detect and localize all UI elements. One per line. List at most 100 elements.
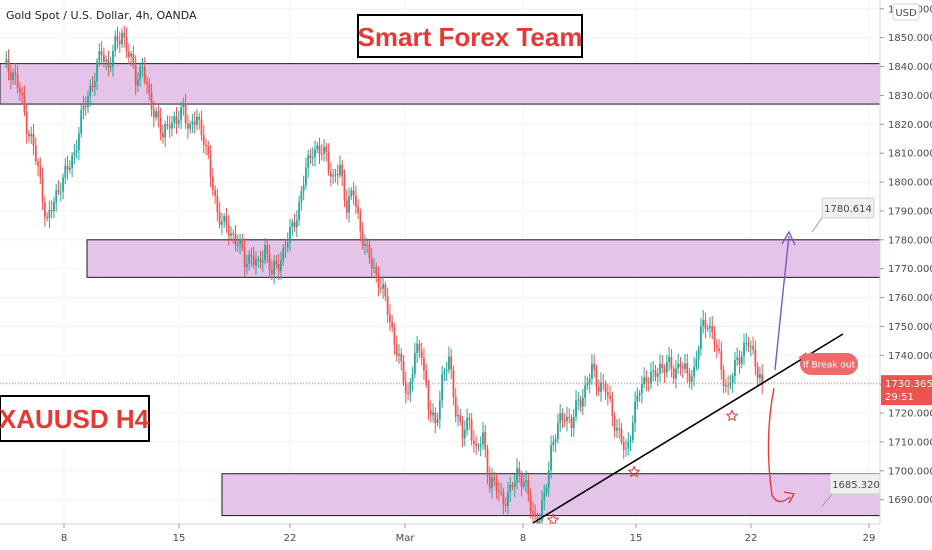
candle xyxy=(175,106,178,134)
candle xyxy=(386,287,389,323)
resistance-zone-upper[interactable] xyxy=(0,63,881,105)
candle xyxy=(91,75,94,93)
candle xyxy=(141,57,144,77)
y-tick-label: 1740.000 xyxy=(888,351,932,362)
candle xyxy=(616,419,618,438)
candle xyxy=(62,173,64,200)
candle xyxy=(488,466,491,493)
candle xyxy=(584,375,587,407)
candle xyxy=(127,43,130,65)
candle xyxy=(398,344,400,364)
resistance-zone-middle[interactable] xyxy=(86,239,881,278)
candle xyxy=(250,247,253,267)
candle xyxy=(527,474,530,502)
support-trendline[interactable] xyxy=(532,333,844,524)
candle xyxy=(180,101,182,130)
candle xyxy=(756,362,759,387)
candle xyxy=(520,470,523,497)
candle xyxy=(448,346,450,374)
candle xyxy=(668,346,671,371)
candle xyxy=(173,111,176,129)
candle xyxy=(690,369,693,390)
time-axis[interactable] xyxy=(0,524,932,550)
candle xyxy=(78,126,80,161)
candle xyxy=(595,364,598,396)
candle xyxy=(39,157,42,185)
candle xyxy=(43,195,46,227)
candle xyxy=(718,338,720,355)
candle xyxy=(606,384,609,406)
candle xyxy=(50,200,53,219)
candle xyxy=(407,384,409,401)
candle xyxy=(318,137,321,164)
candle xyxy=(591,354,593,385)
candle xyxy=(298,195,300,226)
candle xyxy=(112,44,114,77)
candle xyxy=(305,158,307,190)
candle xyxy=(513,474,516,497)
x-tick-label: 8 xyxy=(520,533,526,544)
candle xyxy=(402,355,405,386)
candle xyxy=(137,72,139,93)
candle xyxy=(472,430,475,453)
candle xyxy=(631,415,634,444)
candle xyxy=(316,141,319,154)
candle xyxy=(418,340,421,358)
candle xyxy=(675,359,677,389)
currency-badge[interactable] xyxy=(892,3,920,21)
candle xyxy=(84,96,87,116)
candle xyxy=(654,364,657,382)
candle xyxy=(609,385,611,403)
currency-label: USD xyxy=(895,8,917,19)
candle xyxy=(186,114,189,139)
symbol-overlay-box xyxy=(0,395,150,442)
candle xyxy=(28,129,30,143)
candle xyxy=(404,371,407,404)
candle xyxy=(368,239,371,264)
x-tick-label: 15 xyxy=(173,533,186,544)
candle xyxy=(416,335,419,363)
candle xyxy=(118,31,121,54)
candle xyxy=(314,140,316,167)
break-note-bubble[interactable] xyxy=(800,353,858,375)
candle xyxy=(109,56,112,73)
candle xyxy=(184,94,187,129)
candle xyxy=(743,333,745,365)
candle xyxy=(41,167,44,211)
candle xyxy=(734,351,736,384)
candle xyxy=(325,143,328,162)
candle xyxy=(561,408,564,429)
support-zone-lower[interactable] xyxy=(221,473,881,517)
candle xyxy=(293,213,296,232)
candle xyxy=(32,123,35,156)
candle xyxy=(329,162,332,187)
candle xyxy=(588,373,591,394)
y-tick-label: 1690.000 xyxy=(888,495,932,506)
candle xyxy=(518,461,521,483)
candle xyxy=(652,360,655,382)
target-up-callout[interactable] xyxy=(821,197,875,219)
candle xyxy=(543,484,546,511)
candle xyxy=(532,501,534,524)
candle xyxy=(93,72,96,97)
candle xyxy=(139,62,142,87)
y-tick-label: 1760.000 xyxy=(888,293,932,304)
candle xyxy=(261,250,264,273)
candle xyxy=(53,196,55,219)
candle xyxy=(500,482,503,497)
candle xyxy=(189,120,192,134)
candle xyxy=(266,240,269,264)
candle xyxy=(604,380,607,401)
candle xyxy=(105,55,108,71)
candle xyxy=(373,257,375,274)
candle xyxy=(273,255,276,285)
candle xyxy=(143,57,146,85)
symbol-header[interactable]: Gold Spot / U.S. Dollar, 4h, OANDA xyxy=(6,9,197,22)
candle xyxy=(114,30,117,57)
candle xyxy=(575,390,577,422)
candle xyxy=(102,47,105,68)
candle xyxy=(695,350,698,371)
price-axis[interactable] xyxy=(880,0,932,550)
candle xyxy=(427,379,430,420)
